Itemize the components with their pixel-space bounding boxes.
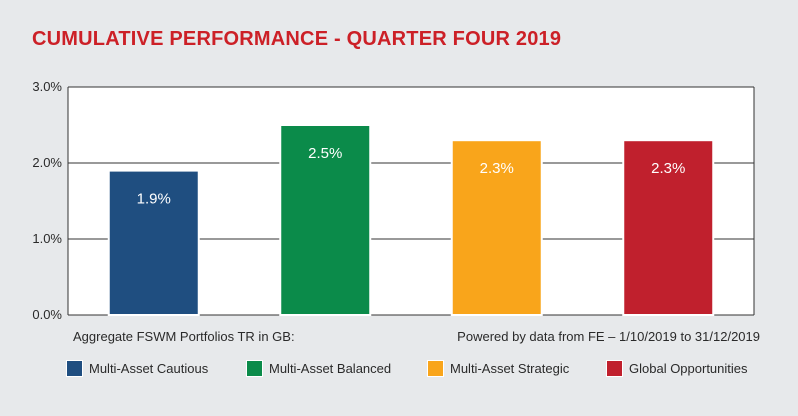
bar <box>107 169 200 316</box>
y-tick-label: 1.0% <box>32 231 62 246</box>
legend-swatch <box>66 359 83 377</box>
bar-value-label: 2.3% <box>651 160 685 177</box>
bar <box>450 139 543 316</box>
y-tick-label: 0.0% <box>32 307 62 322</box>
legend-swatch <box>427 359 444 377</box>
legend-item-strategic: Multi-Asset Strategic <box>427 359 569 377</box>
bar-value-label: 1.9% <box>137 191 171 208</box>
legend-item-cautious: Multi-Asset Cautious <box>66 359 208 377</box>
bar <box>622 139 715 316</box>
footer-left-note: Aggregate FSWM Portfolios TR in GB: <box>73 329 295 344</box>
bar-value-label: 2.3% <box>480 160 514 177</box>
chart-title: CUMULATIVE PERFORMANCE - QUARTER FOUR 20… <box>32 28 562 50</box>
footer-source-note: Powered by data from FE – 1/10/2019 to 3… <box>457 329 760 344</box>
legend-label: Multi-Asset Cautious <box>89 360 209 376</box>
y-tick-label: 3.0% <box>32 79 62 94</box>
legend-item-balanced: Multi-Asset Balanced <box>246 359 391 377</box>
legend-label: Global Opportunities <box>629 360 748 376</box>
bar-value-label: 2.5% <box>308 145 342 162</box>
chart-legend: Multi-Asset Cautious Multi-Asset Balance… <box>66 359 766 379</box>
legend-label: Multi-Asset Strategic <box>450 360 570 376</box>
legend-swatch <box>246 359 263 377</box>
bar <box>279 124 372 316</box>
bar-chart: 0.0% 1.0% 2.0% 3.0% 1.9% 2.5% 2.3% 2.3% <box>32 79 755 322</box>
legend-swatch <box>606 359 623 377</box>
legend-label: Multi-Asset Balanced <box>269 360 392 376</box>
legend-item-global: Global Opportunities <box>606 359 748 377</box>
y-tick-label: 2.0% <box>32 155 62 170</box>
